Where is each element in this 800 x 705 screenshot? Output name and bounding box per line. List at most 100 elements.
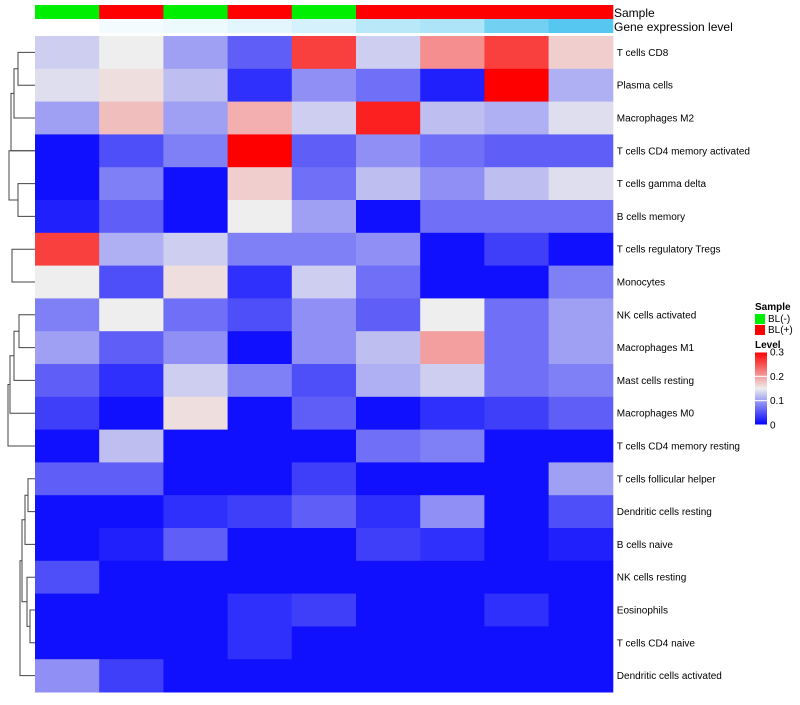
heatmap-cell: [99, 265, 164, 299]
expression-track-cell: [35, 19, 100, 33]
heatmap-cell: [35, 167, 100, 201]
heatmap-cell: [484, 396, 550, 431]
row-label: NK cells activated: [617, 310, 696, 321]
heatmap-cell: [356, 200, 421, 234]
dendrogram-branch: [27, 478, 35, 513]
heatmap-cell: [35, 265, 100, 299]
heatmap-cell: [356, 495, 421, 529]
sample-track-cell: [99, 5, 164, 19]
heatmap-cell: [548, 36, 614, 70]
heatmap-cell: [99, 134, 164, 168]
heatmap-cell: [163, 232, 229, 267]
dendrogram-branch: [26, 576, 35, 627]
heatmap-cell: [548, 495, 614, 529]
heatmap-cell: [227, 331, 293, 365]
heatmap-cell: [227, 462, 293, 496]
heatmap-cell: [291, 68, 357, 103]
level-tick-label: 0.2: [770, 372, 784, 383]
heatmap-cell: [99, 659, 164, 693]
heatmap-cell: [227, 396, 293, 431]
heatmap-cell: [356, 462, 421, 496]
heatmap-cell: [356, 528, 421, 562]
heatmap-cell: [291, 364, 357, 398]
heatmap-cell: [35, 101, 100, 135]
heatmap-cell: [291, 495, 357, 529]
sample-track-cell: [163, 5, 229, 19]
heatmap-cells: [35, 36, 614, 693]
heatmap-cell: [99, 232, 164, 267]
dendrogram-branch: [29, 609, 35, 644]
dendrogram-branch: [24, 494, 35, 545]
heatmap-cell: [35, 495, 100, 529]
heatmap-cell: [99, 101, 164, 135]
heatmap-cell: [548, 101, 614, 135]
heatmap-cell: [420, 331, 485, 365]
heatmap-cell: [163, 462, 229, 496]
heatmap-cell: [548, 232, 614, 267]
heatmap-cell: [291, 659, 357, 693]
heatmap-cell: [227, 495, 293, 529]
sample-legend-title: Sample: [755, 302, 791, 313]
heatmap-cell: [356, 298, 421, 332]
dendrogram-branch: [13, 68, 35, 119]
heatmap-cell: [291, 462, 357, 496]
level-colorbar: [755, 352, 767, 425]
heatmap-cell: [99, 68, 164, 103]
heatmap-cell: [291, 560, 357, 595]
heatmap-cell: [548, 298, 614, 332]
dendrogram-branch: [11, 248, 35, 283]
heatmap-cell: [99, 36, 164, 70]
heatmap-cell: [227, 36, 293, 70]
row-label: Monocytes: [617, 278, 665, 289]
heatmap-cell: [420, 265, 485, 299]
heatmap-cell: [163, 265, 229, 299]
heatmap-cell: [484, 200, 550, 234]
heatmap-cell: [291, 134, 357, 168]
heatmap-cell: [484, 36, 550, 70]
expression-track-cell: [356, 19, 421, 33]
heatmap-cell: [420, 36, 485, 70]
level-colorbar-ticks: 0.3 0.2 0.1 0: [755, 348, 784, 432]
heatmap-cell: [163, 396, 229, 431]
heatmap-cell: [227, 134, 293, 168]
heatmap-cell: [548, 364, 614, 398]
row-label: Macrophages M2: [617, 114, 695, 125]
heatmap-cell: [35, 429, 100, 463]
heatmap-cell: [99, 200, 164, 234]
sample-track-cell: [420, 5, 485, 19]
heatmap-cell: [420, 593, 485, 627]
heatmap-cell: [35, 593, 100, 627]
heatmap-cell: [227, 68, 293, 103]
heatmap-cell: [227, 560, 293, 595]
heatmap-cell: [484, 134, 550, 168]
heatmap-cell: [35, 331, 100, 365]
heatmap-cell: [484, 265, 550, 299]
heatmap-cell: [291, 593, 357, 627]
row-label: T cells CD4 naive: [617, 638, 696, 649]
heatmap-cell: [356, 560, 421, 595]
heatmap-cell: [484, 593, 550, 627]
heatmap-cell: [35, 560, 100, 595]
heatmap-cell: [35, 364, 100, 398]
sample-track-cell: [548, 5, 614, 19]
heatmap-cell: [548, 528, 614, 562]
heatmap-cell: [484, 659, 550, 693]
heatmap-cell: [35, 232, 100, 267]
heatmap-cell: [420, 659, 485, 693]
heatmap-cell: [35, 396, 100, 431]
row-labels: T cells CD8 Plasma cells Macrophages M2 T c…: [617, 48, 750, 682]
heatmap-cell: [227, 298, 293, 332]
heatmap-cell: [548, 134, 614, 168]
row-label: Dendritic cells activated: [617, 671, 722, 682]
row-label: Macrophages M0: [617, 409, 695, 420]
sample-legend: Sample BL(-) BL(+): [755, 302, 793, 336]
annotation-tracks: [35, 5, 614, 33]
heatmap-cell: [99, 364, 164, 398]
heatmap-cell: [163, 331, 229, 365]
heatmap-cell: [163, 495, 229, 529]
heatmap-cell: [99, 429, 164, 463]
heatmap-cell: [227, 659, 293, 693]
dendrogram-branch: [17, 51, 35, 86]
